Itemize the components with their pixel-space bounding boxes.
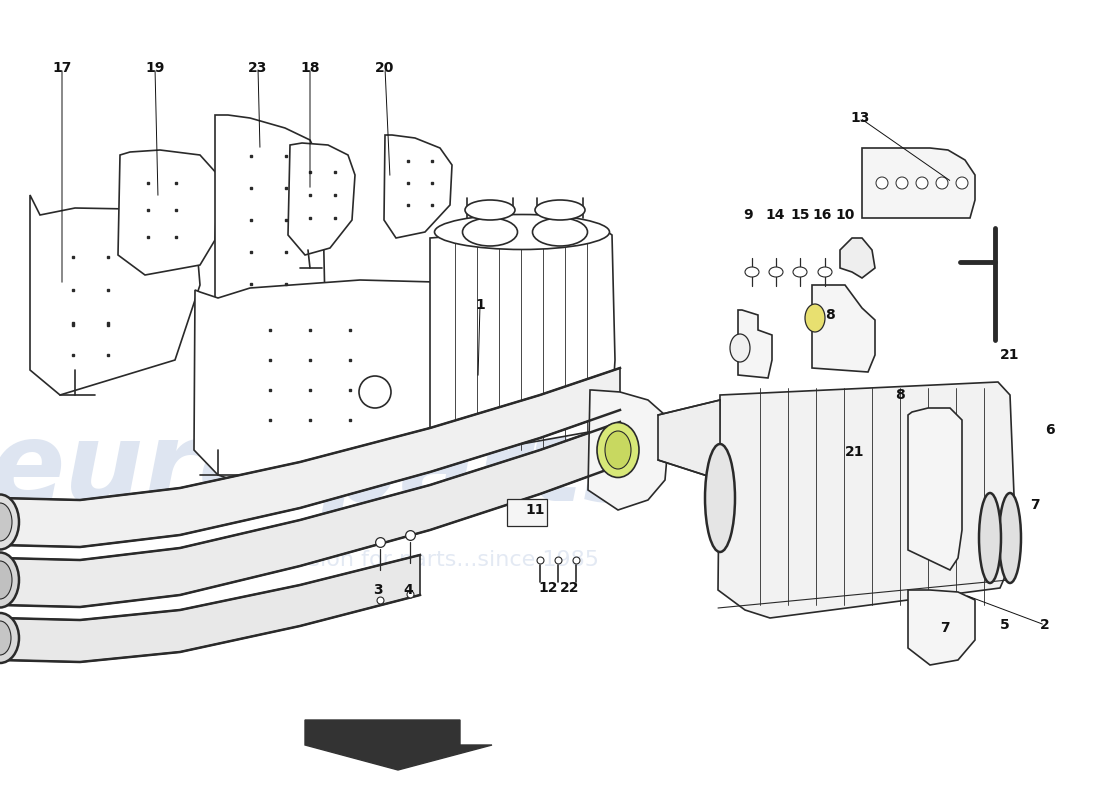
Text: 2: 2 (1041, 618, 1049, 632)
Polygon shape (288, 143, 355, 255)
Text: 7: 7 (1031, 498, 1040, 512)
Ellipse shape (532, 218, 587, 246)
Ellipse shape (805, 304, 825, 332)
Polygon shape (840, 238, 874, 278)
Polygon shape (908, 590, 975, 665)
Polygon shape (0, 368, 620, 547)
Text: 18: 18 (300, 61, 320, 75)
FancyBboxPatch shape (507, 499, 547, 526)
Text: 23: 23 (249, 61, 267, 75)
Polygon shape (862, 148, 975, 218)
Text: 19: 19 (145, 61, 165, 75)
Ellipse shape (818, 267, 832, 277)
Text: 7: 7 (940, 621, 949, 635)
Polygon shape (718, 382, 1015, 618)
Polygon shape (194, 280, 450, 492)
Polygon shape (738, 310, 772, 378)
Ellipse shape (535, 200, 585, 220)
Text: 8: 8 (825, 308, 835, 322)
Polygon shape (658, 400, 720, 480)
Text: 15: 15 (790, 208, 810, 222)
Ellipse shape (0, 494, 19, 550)
Text: 17: 17 (53, 61, 72, 75)
Polygon shape (908, 408, 962, 570)
Ellipse shape (769, 267, 783, 277)
Ellipse shape (0, 561, 12, 599)
Polygon shape (812, 285, 874, 372)
Ellipse shape (705, 444, 735, 552)
Text: 5: 5 (1000, 618, 1010, 632)
Ellipse shape (0, 613, 19, 663)
Text: 3: 3 (373, 583, 383, 597)
Ellipse shape (916, 177, 928, 189)
Text: 1: 1 (475, 298, 485, 312)
Ellipse shape (999, 493, 1021, 583)
Polygon shape (0, 555, 420, 662)
Text: 4: 4 (403, 583, 412, 597)
Ellipse shape (793, 267, 807, 277)
Ellipse shape (0, 621, 11, 655)
Polygon shape (384, 135, 452, 238)
Ellipse shape (462, 218, 517, 246)
Ellipse shape (745, 267, 759, 277)
Ellipse shape (359, 376, 390, 408)
Text: 21: 21 (1000, 348, 1020, 362)
Text: 20: 20 (375, 61, 395, 75)
Ellipse shape (956, 177, 968, 189)
Text: 8: 8 (895, 388, 905, 402)
Ellipse shape (434, 214, 609, 250)
Ellipse shape (979, 493, 1001, 583)
Text: 10: 10 (835, 208, 855, 222)
Polygon shape (214, 115, 324, 380)
Text: 21: 21 (845, 445, 865, 459)
Polygon shape (430, 225, 615, 455)
Polygon shape (118, 150, 218, 275)
Polygon shape (588, 390, 668, 510)
Text: 16: 16 (812, 208, 832, 222)
Ellipse shape (0, 553, 19, 607)
Text: 6: 6 (1045, 423, 1055, 437)
Polygon shape (0, 422, 620, 607)
Text: 9: 9 (744, 208, 752, 222)
Polygon shape (305, 720, 492, 770)
Polygon shape (30, 195, 200, 395)
Ellipse shape (936, 177, 948, 189)
Ellipse shape (597, 422, 639, 478)
Ellipse shape (465, 200, 515, 220)
Ellipse shape (605, 431, 631, 469)
Text: 12: 12 (538, 581, 558, 595)
Text: 14: 14 (766, 208, 784, 222)
Ellipse shape (0, 503, 12, 541)
Text: euro-parts: euro-parts (0, 417, 650, 523)
Ellipse shape (730, 334, 750, 362)
Text: 11: 11 (526, 503, 544, 517)
Text: 13: 13 (850, 111, 870, 125)
Ellipse shape (896, 177, 907, 189)
Ellipse shape (876, 177, 888, 189)
Text: 22: 22 (560, 581, 580, 595)
Text: la passion for parts...since 1985: la passion for parts...since 1985 (242, 550, 598, 570)
